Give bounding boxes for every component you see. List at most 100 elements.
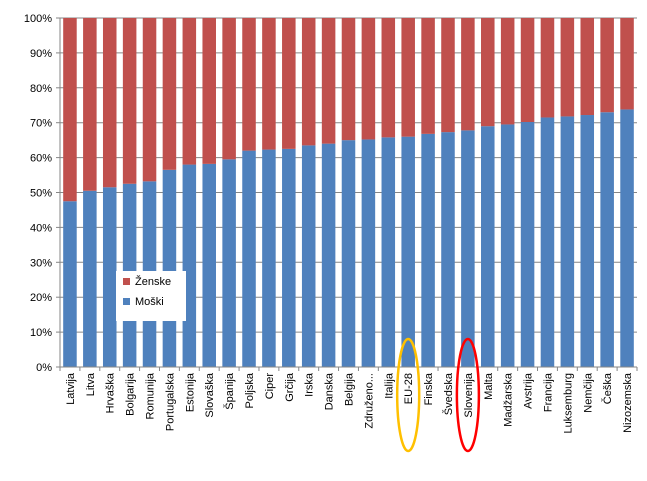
x-category-label: Malta bbox=[483, 372, 495, 400]
legend-label: Moški bbox=[135, 296, 164, 308]
y-tick-label: 60% bbox=[30, 153, 52, 165]
bar-Moški bbox=[321, 143, 336, 367]
highlight-ellipse bbox=[395, 337, 421, 453]
y-tick-label: 30% bbox=[30, 257, 52, 269]
bar-Moški bbox=[600, 112, 614, 367]
y-axis: 0% 10% 20% 30% 40% 50% 60% 70% 80% 90% 100% bbox=[24, 13, 61, 374]
bar-Ženske bbox=[222, 18, 236, 160]
x-category-label: Danska bbox=[324, 372, 336, 410]
x-category-label: Estonija bbox=[184, 372, 196, 412]
bar-Moški bbox=[500, 124, 515, 367]
bar-Ženske bbox=[381, 18, 396, 138]
bar-Ženske bbox=[520, 18, 535, 123]
bar-Moški bbox=[102, 187, 117, 367]
x-category-label: Belgija bbox=[344, 372, 356, 406]
bar-Ženske bbox=[600, 18, 614, 113]
bar-Ženske bbox=[421, 18, 435, 134]
bar-Moški bbox=[560, 116, 575, 367]
bar-Ženske bbox=[560, 18, 575, 117]
x-category-label: EU-28 bbox=[403, 373, 415, 404]
bar-Ženske bbox=[500, 18, 515, 125]
bar-Moški bbox=[63, 201, 77, 367]
x-category-label: Luksemburg bbox=[562, 373, 574, 434]
bar-Moški bbox=[461, 130, 475, 367]
y-tick-label: 40% bbox=[30, 222, 52, 234]
x-category-label: Bolgarija bbox=[125, 372, 137, 416]
y-tick-label: 90% bbox=[30, 48, 52, 60]
x-category-label: Češka bbox=[601, 372, 614, 404]
x-category-label: Latvija bbox=[65, 372, 77, 405]
bar-Ženske bbox=[102, 18, 117, 188]
bar-Moški bbox=[540, 117, 555, 367]
bar-Moški bbox=[441, 132, 455, 367]
bar-Moški bbox=[580, 115, 595, 367]
x-axis: Latvija Litva Hrvaška Bolgarija Romunija Port… bbox=[59, 366, 638, 434]
bar-Moški bbox=[381, 137, 396, 367]
highlight-ellipse bbox=[455, 337, 481, 453]
y-tick-label: 70% bbox=[30, 118, 52, 130]
bar-Ženske bbox=[540, 18, 555, 118]
x-category-label: Švedska bbox=[442, 372, 455, 415]
y-tick-label: 10% bbox=[30, 327, 52, 339]
bar-Ženske bbox=[401, 18, 415, 137]
bar-Moški bbox=[620, 109, 634, 368]
x-category-label: Portugalska bbox=[164, 372, 176, 431]
bar-Moški bbox=[341, 140, 356, 367]
bar-Moški bbox=[401, 136, 415, 367]
legend-label: Ženske bbox=[135, 275, 171, 288]
x-category-label: Madžarska bbox=[503, 372, 515, 427]
bar-Moški bbox=[83, 190, 97, 367]
x-category-label: Finska bbox=[423, 372, 435, 405]
bar-Ženske bbox=[301, 18, 316, 146]
bar-Ženske bbox=[122, 18, 137, 184]
legend-swatch bbox=[123, 298, 130, 305]
x-category-label: Romunija bbox=[145, 372, 157, 419]
bar-Ženske bbox=[262, 18, 276, 150]
bar-Ženske bbox=[481, 18, 495, 127]
y-tick-label: 80% bbox=[30, 83, 52, 95]
bar-Ženske bbox=[282, 18, 296, 149]
bar-Moški bbox=[262, 149, 276, 367]
bar-Moški bbox=[421, 133, 435, 367]
bar-Ženske bbox=[142, 18, 157, 182]
legend: Ženske Moški bbox=[116, 271, 186, 321]
bar-Ženske bbox=[321, 18, 336, 144]
bar-Moški bbox=[361, 139, 376, 367]
x-category-label: Francija bbox=[542, 372, 554, 412]
bar-Moški bbox=[520, 122, 535, 367]
x-category-label: Ciper bbox=[264, 373, 276, 400]
bar-Ženske bbox=[83, 18, 97, 191]
x-category-label: Španija bbox=[223, 372, 236, 410]
bar-Ženske bbox=[461, 18, 475, 131]
x-category-label: Litva bbox=[85, 372, 97, 396]
bar-Moški bbox=[481, 126, 495, 367]
bar-Moški bbox=[162, 169, 177, 367]
x-category-label: Združeno... bbox=[363, 373, 375, 429]
bar-Moški bbox=[222, 159, 236, 367]
x-category-label: Hrvaška bbox=[105, 372, 117, 413]
x-category-label: Poljska bbox=[244, 372, 256, 408]
y-tick-label: 100% bbox=[24, 13, 52, 25]
legend-swatch bbox=[123, 278, 130, 285]
bar-Ženske bbox=[620, 18, 634, 110]
y-tick-label: 50% bbox=[30, 188, 52, 200]
bar-Moški bbox=[202, 163, 216, 367]
x-category-label: Nemčija bbox=[582, 372, 594, 413]
x-category-label: Slovaška bbox=[204, 372, 216, 418]
bar-Ženske bbox=[441, 18, 455, 133]
bar-Ženske bbox=[361, 18, 376, 140]
x-category-label: Avstrija bbox=[523, 372, 535, 409]
y-tick-label: 0% bbox=[36, 362, 52, 374]
bar-Ženske bbox=[162, 18, 177, 170]
bar-Ženske bbox=[202, 18, 216, 164]
x-category-label: Irska bbox=[304, 372, 316, 397]
bar-Moški bbox=[242, 150, 256, 367]
bar-Ženske bbox=[182, 18, 197, 165]
bar-Moški bbox=[301, 145, 316, 367]
y-tick-label: 20% bbox=[30, 292, 52, 304]
bar-Ženske bbox=[341, 18, 356, 141]
x-category-label: Grčija bbox=[284, 372, 296, 402]
bar-Ženske bbox=[242, 18, 256, 151]
bar-Ženske bbox=[580, 18, 595, 116]
